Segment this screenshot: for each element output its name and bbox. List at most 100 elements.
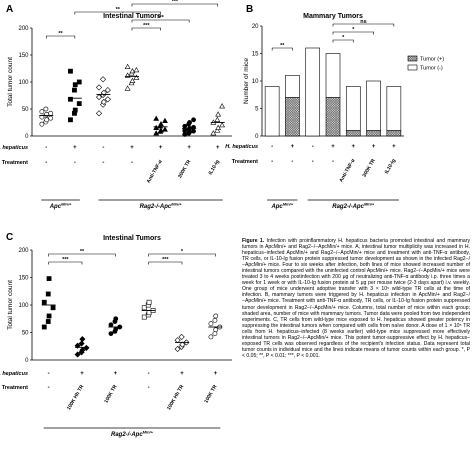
significance-bracket (131, 3, 219, 7)
caption-figure-number: Figure 1. (242, 238, 265, 244)
h-hepaticus-sign: - (45, 145, 47, 151)
treatment-label: Anti-TNF-α (338, 157, 357, 183)
data-point (68, 117, 73, 123)
y-tick-label: 0 (255, 134, 259, 140)
data-point (124, 63, 131, 69)
significance-bracket (48, 253, 116, 257)
data-point (158, 127, 164, 133)
significance-bracket (332, 23, 395, 27)
h-hepaticus-sign: + (372, 144, 376, 150)
treatment-label: 100K TR (103, 384, 118, 405)
data-point (219, 103, 226, 109)
chart-title: Intestinal Tumors (103, 235, 161, 242)
data-point (182, 123, 188, 129)
treatment-sign: - (291, 159, 293, 165)
legend-swatch-negative (407, 64, 418, 71)
bar-tumor-negative (285, 75, 300, 98)
treatment-row-label: Treatment (232, 159, 258, 165)
significance-bracket (271, 47, 293, 51)
data-point (215, 124, 222, 130)
h-hepaticus-sign: + (214, 371, 218, 377)
genotype-name: Apc (270, 204, 283, 210)
data-point (68, 68, 73, 74)
data-point (162, 126, 168, 132)
treatment-sign: - (332, 159, 334, 165)
treatment-sign: - (45, 160, 47, 166)
bar-tumor-negative (264, 86, 280, 137)
data-point (95, 84, 103, 91)
significance-label: ** (280, 43, 285, 49)
data-point (45, 291, 51, 297)
data-point (219, 122, 226, 128)
h-hepaticus-sign: + (130, 145, 134, 151)
data-point (141, 305, 147, 311)
data-point (72, 87, 77, 93)
y-tick-label: 100 (18, 80, 29, 86)
significance-bracket (45, 35, 76, 39)
y-tick-label: 0 (25, 134, 29, 140)
data-point (208, 334, 214, 340)
y-tick-label: 20 (252, 24, 259, 30)
panel-c-chart: 0 50 100 150 200 Intestinal Tumors Total tumor… (0, 235, 232, 438)
legend-label-positive: Tumor (+) (420, 57, 444, 63)
significance-label: *** (143, 23, 150, 29)
data-point (210, 130, 217, 136)
data-point (99, 76, 107, 83)
h-hepaticus-sign: - (271, 144, 273, 150)
y-axis-label: Total tumor count (7, 57, 14, 107)
y-tick-label: 200 (18, 248, 29, 254)
data-point (76, 101, 82, 106)
panel-letter-b: B (246, 4, 254, 15)
h-hepaticus-sign: + (159, 145, 163, 151)
significance-label: * (342, 35, 345, 41)
y-tick-label: 0 (25, 358, 29, 364)
genotype-name: Rag2-/-Apc (111, 432, 143, 438)
significance-label: * (181, 249, 184, 255)
genotype-name: Rag2-/-Apc (332, 204, 364, 210)
bar-tumor-positive (345, 130, 361, 137)
data-point (208, 321, 214, 327)
genotype-label: Rag2-/-ApcMin/+ (332, 202, 375, 211)
genotype-label: Rag2-/-ApcMin/+ (111, 430, 154, 439)
data-point (41, 299, 47, 305)
genotype-name: Rag2-/-Apc (140, 204, 172, 210)
data-point (146, 310, 152, 316)
significance-bracket (131, 27, 161, 31)
bar-tumor-negative (366, 80, 381, 131)
data-point (104, 96, 111, 103)
significance-bracket (74, 11, 161, 15)
h-hepaticus-sign: + (291, 144, 295, 150)
h-hepaticus-sign: - (48, 371, 50, 377)
data-point (104, 87, 111, 94)
significance-label: ** (116, 7, 121, 13)
data-point (153, 115, 160, 121)
treatment-label: 300K TR (362, 158, 377, 179)
treatment-label: IL10-Ig (208, 159, 221, 176)
panel-letter-a: A (6, 4, 14, 15)
data-point (129, 68, 136, 74)
y-tick-label: 5 (255, 107, 259, 113)
data-point (212, 331, 218, 336)
h-hepaticus-sign: + (331, 144, 335, 150)
figure-caption: Figure 1. Infection with proinflammatory… (242, 238, 470, 359)
y-tick-label: 100 (18, 303, 29, 309)
y-tick-label: 200 (18, 26, 29, 32)
genotype-label: ApcMin/+ (270, 202, 293, 211)
data-point (213, 313, 219, 319)
significance-label: ns (360, 19, 366, 25)
panel-b-chart: 0 5 10 15 20 Mammary Tumors Number of mice Tumo… (225, 13, 444, 210)
genotype-superscript: Min/+ (364, 202, 375, 207)
data-point (179, 341, 186, 348)
treatment-sign: - (131, 160, 133, 166)
h-hepaticus-row-label: H. hepaticus (0, 371, 28, 377)
significance-bracket (131, 19, 190, 23)
h-hepaticus-sign: + (352, 144, 356, 150)
y-tick-label: 15 (252, 52, 259, 58)
y-tick-label: 50 (22, 331, 29, 337)
data-point (133, 66, 140, 73)
significance-bracket (148, 253, 216, 257)
panel-letter-c: C (6, 232, 14, 243)
y-tick-label: 10 (252, 79, 259, 85)
bar-tumor-negative (305, 47, 321, 137)
